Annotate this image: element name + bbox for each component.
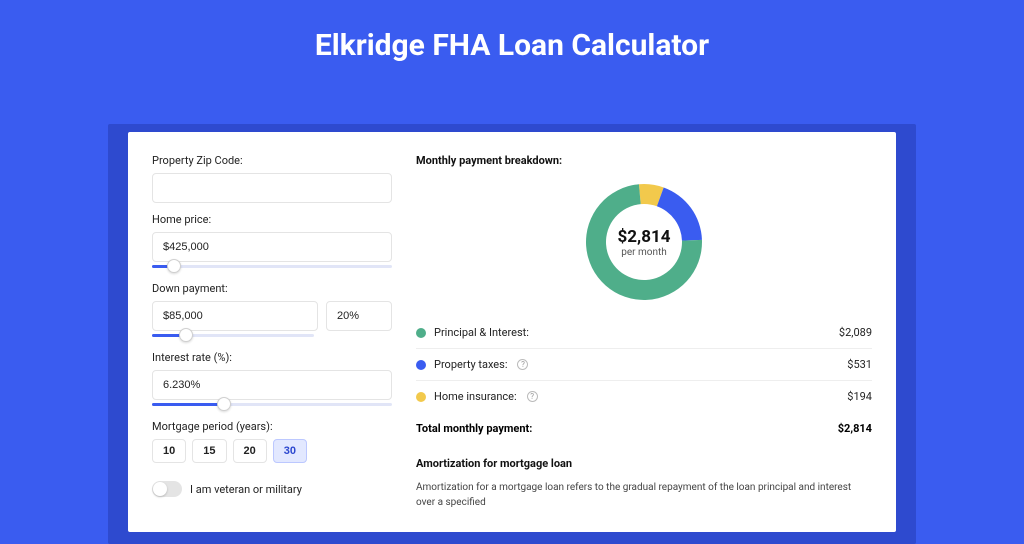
interest-rate-label: Interest rate (%): bbox=[152, 351, 392, 364]
breakdown-row: Home insurance:? $194 bbox=[416, 381, 872, 412]
down-payment-pct-input[interactable] bbox=[326, 301, 392, 331]
veteran-toggle[interactable] bbox=[152, 481, 182, 497]
breakdown-value: $194 bbox=[847, 390, 872, 403]
calculator-panel: Property Zip Code: Home price: Down paym… bbox=[128, 132, 896, 532]
total-value: $2,814 bbox=[838, 422, 872, 435]
slider-thumb[interactable] bbox=[167, 259, 181, 273]
donut-sub: per month bbox=[621, 247, 667, 258]
legend-dot bbox=[416, 328, 426, 338]
home-price-slider[interactable] bbox=[152, 260, 392, 272]
total-label: Total monthly payment: bbox=[416, 422, 532, 435]
page-title: Elkridge FHA Loan Calculator bbox=[0, 0, 1024, 87]
breakdown-column: Monthly payment breakdown: $2,814 per mo… bbox=[408, 132, 896, 532]
home-price-label: Home price: bbox=[152, 213, 392, 226]
breakdown-value: $2,089 bbox=[839, 326, 872, 339]
interest-rate-input[interactable] bbox=[152, 370, 392, 400]
form-column: Property Zip Code: Home price: Down paym… bbox=[128, 132, 408, 532]
breakdown-label: Property taxes: bbox=[434, 358, 507, 371]
down-payment-slider[interactable] bbox=[152, 329, 314, 341]
home-price-input[interactable] bbox=[152, 232, 392, 262]
veteran-label: I am veteran or military bbox=[190, 483, 302, 496]
down-payment-input[interactable] bbox=[152, 301, 318, 331]
breakdown-title: Monthly payment breakdown: bbox=[416, 154, 872, 167]
slider-thumb[interactable] bbox=[179, 328, 193, 342]
slider-thumb[interactable] bbox=[217, 397, 231, 411]
period-option-20[interactable]: 20 bbox=[233, 439, 267, 463]
toggle-knob bbox=[153, 482, 167, 496]
amortization-title: Amortization for mortgage loan bbox=[416, 457, 872, 470]
breakdown-row: Principal & Interest: $2,089 bbox=[416, 317, 872, 349]
breakdown-label: Home insurance: bbox=[434, 390, 517, 403]
info-icon[interactable]: ? bbox=[517, 359, 528, 370]
legend-dot bbox=[416, 360, 426, 370]
info-icon[interactable]: ? bbox=[527, 391, 538, 402]
breakdown-value: $531 bbox=[847, 358, 872, 371]
amortization-text: Amortization for a mortgage loan refers … bbox=[416, 480, 872, 510]
donut-chart: $2,814 per month bbox=[583, 181, 705, 303]
total-row: Total monthly payment: $2,814 bbox=[416, 412, 872, 435]
legend-dot bbox=[416, 392, 426, 402]
zip-label: Property Zip Code: bbox=[152, 154, 392, 167]
period-option-10[interactable]: 10 bbox=[152, 439, 186, 463]
breakdown-label: Principal & Interest: bbox=[434, 326, 529, 339]
zip-input[interactable] bbox=[152, 173, 392, 203]
period-option-15[interactable]: 15 bbox=[192, 439, 226, 463]
donut-amount: $2,814 bbox=[618, 227, 671, 247]
down-payment-label: Down payment: bbox=[152, 282, 392, 295]
mortgage-period-options: 1015 2030 bbox=[152, 439, 392, 463]
period-option-30[interactable]: 30 bbox=[273, 439, 307, 463]
interest-rate-slider[interactable] bbox=[152, 398, 392, 410]
mortgage-period-label: Mortgage period (years): bbox=[152, 420, 392, 433]
breakdown-row: Property taxes:? $531 bbox=[416, 349, 872, 381]
